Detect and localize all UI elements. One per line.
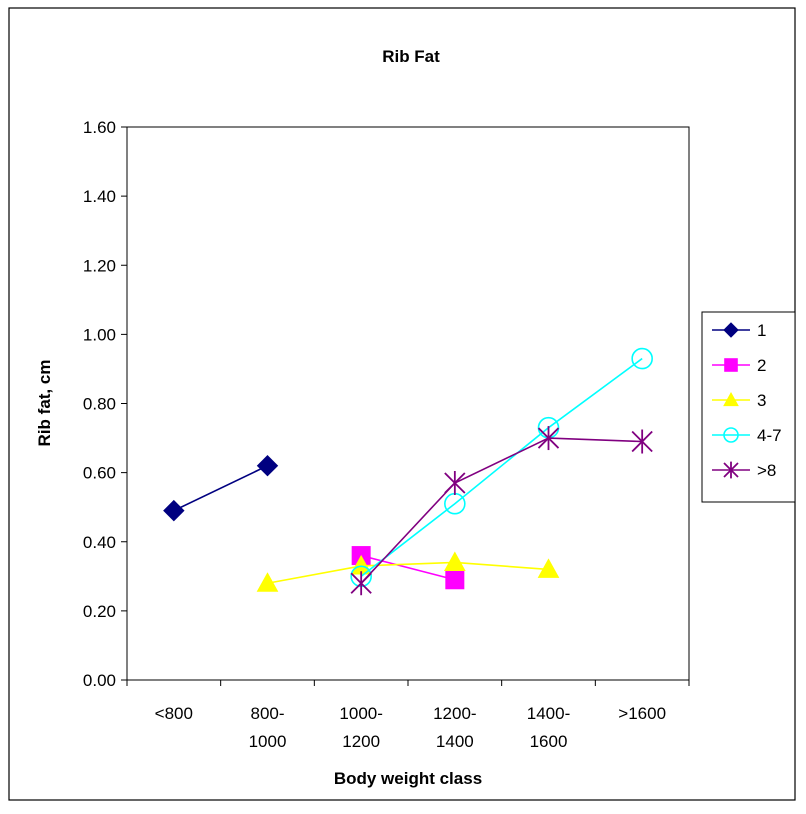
x-axis: <800 800- 1000 1000- 1200 1200- 1400 1400- 1600 >…	[126, 680, 690, 751]
x-tick-label: 1000-	[339, 704, 382, 723]
legend-label: 4-7	[757, 426, 782, 445]
y-tick-label: 1.40	[83, 187, 116, 206]
data-point	[537, 558, 560, 578]
legend-label: 2	[757, 356, 766, 375]
y-tick-label: 0.80	[83, 395, 116, 414]
y-tick-label: 0.40	[83, 533, 116, 552]
y-tick-label: 1.00	[83, 325, 116, 344]
x-tick-label: 1600	[530, 732, 568, 751]
x-tick-label: 800-	[250, 704, 284, 723]
x-tick-label: >1600	[618, 704, 666, 723]
y-tick-label: 1.60	[83, 118, 116, 137]
series-1	[351, 546, 465, 590]
x-tick-label: 1200-	[433, 704, 476, 723]
data-point	[444, 470, 466, 495]
legend-entry: 3	[712, 391, 766, 410]
series-0	[163, 455, 279, 522]
data-point	[443, 551, 466, 571]
x-tick-label: <800	[155, 704, 193, 723]
data-point	[256, 572, 279, 592]
series-line	[173, 464, 268, 512]
data-point	[723, 427, 739, 443]
series-line	[267, 561, 549, 585]
x-tick-label: 1000	[249, 732, 287, 751]
y-axis-title: Rib fat, cm	[35, 360, 54, 447]
data-point	[724, 358, 738, 372]
data-point	[445, 570, 465, 590]
data-point	[723, 461, 739, 479]
y-axis: 0.00 0.20 0.40 0.60 0.80 1.00 1.20 1.40 1.60	[83, 118, 127, 690]
data-point	[256, 455, 279, 477]
data-point	[631, 429, 653, 454]
legend-entry: 2	[712, 356, 766, 375]
x-tick-label: 1400-	[527, 704, 570, 723]
data-point	[723, 322, 739, 338]
legend-entry: 1	[712, 321, 766, 340]
series-line	[360, 357, 643, 577]
series-line	[360, 554, 456, 581]
legend-label: 1	[757, 321, 766, 340]
y-tick-label: 0.00	[83, 671, 116, 690]
data-point	[350, 571, 372, 596]
legend-label: >8	[757, 461, 776, 480]
legend-entry: >8	[712, 461, 776, 480]
series-4	[350, 426, 653, 596]
y-tick-label: 0.60	[83, 464, 116, 483]
series-line	[360, 437, 643, 584]
legend-box	[701, 311, 796, 503]
y-tick-label: 1.20	[83, 256, 116, 275]
data-point	[163, 499, 185, 522]
legend-entry: 4-7	[712, 426, 782, 445]
legend: 1 2 3 4-7 >8	[701, 311, 796, 503]
x-axis-title: Body weight class	[334, 769, 482, 788]
chart-border	[8, 7, 796, 801]
x-tick-label: 1200	[342, 732, 380, 751]
data-point	[631, 347, 653, 370]
y-tick-label: 0.20	[83, 602, 116, 621]
legend-label: 3	[757, 391, 766, 410]
data-point	[723, 391, 739, 407]
chart-title: Rib Fat	[382, 47, 440, 66]
series-layer	[163, 347, 653, 596]
x-tick-label: 1400	[436, 732, 474, 751]
data-point	[537, 426, 560, 451]
series-2	[256, 551, 560, 592]
